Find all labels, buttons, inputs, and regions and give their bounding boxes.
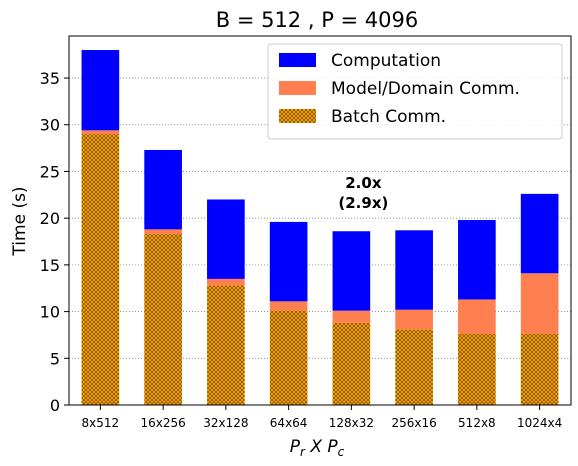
bar-batch-comm--64x64 bbox=[269, 310, 308, 405]
y-tick-label: 35 bbox=[40, 69, 60, 88]
bar-model-domain-comm--128x32 bbox=[332, 310, 371, 323]
bar-batch-comm--512x8 bbox=[458, 334, 496, 405]
legend-label: Batch Comm. bbox=[331, 107, 446, 127]
speedup-annotation: 2.0x (2.9x) bbox=[338, 174, 388, 212]
legend-swatch bbox=[279, 109, 316, 123]
y-tick-label: 20 bbox=[40, 209, 60, 228]
legend-label: Model/Domain Comm. bbox=[331, 79, 520, 99]
bar-computation-32x128 bbox=[207, 199, 245, 279]
bar-model-domain-comm--1024x4 bbox=[520, 273, 559, 335]
bar-computation-16x256 bbox=[144, 149, 182, 230]
bar-batch-comm--128x32 bbox=[332, 322, 371, 405]
x-tick-label: 1024x4 bbox=[517, 416, 562, 430]
bar-batch-comm--1024x4 bbox=[520, 334, 559, 405]
bar-batch-comm--32x128 bbox=[207, 285, 245, 405]
y-tick-label: 15 bbox=[40, 256, 60, 275]
x-axis-ticks: 8x512 16x256 32x128 64x64 128x32 256x16 512x8 1… bbox=[82, 405, 562, 430]
bars bbox=[81, 50, 559, 405]
bar-batch-comm--8x512 bbox=[81, 134, 120, 405]
bar-computation-256x16 bbox=[395, 230, 433, 310]
annotation-line: 2.0x bbox=[345, 174, 382, 192]
legend-swatch bbox=[279, 81, 316, 95]
y-tick-label: 0 bbox=[50, 396, 60, 415]
bar-computation-128x32 bbox=[332, 231, 371, 311]
bar-model-domain-comm--8x512 bbox=[81, 130, 120, 135]
x-tick-label: 128x32 bbox=[329, 416, 374, 430]
bar-model-domain-comm--16x256 bbox=[144, 229, 182, 235]
x-tick-label: 16x256 bbox=[140, 416, 185, 430]
y-tick-label: 25 bbox=[40, 162, 60, 181]
x-axis-label: Pr X Pc bbox=[290, 437, 345, 459]
bar-computation-64x64 bbox=[269, 221, 308, 302]
bar-model-domain-comm--256x16 bbox=[395, 309, 433, 330]
bar-batch-comm--16x256 bbox=[144, 234, 182, 405]
y-tick-label: 5 bbox=[50, 349, 60, 368]
bar-model-domain-comm--64x64 bbox=[269, 301, 308, 311]
legend-swatch bbox=[279, 53, 316, 67]
x-tick-label: 32x128 bbox=[203, 416, 248, 430]
bar-computation-1024x4 bbox=[520, 193, 559, 274]
y-tick-label: 10 bbox=[40, 303, 60, 322]
bar-batch-comm--256x16 bbox=[395, 329, 433, 405]
annotation-line: (2.9x) bbox=[338, 194, 388, 212]
legend-frame bbox=[267, 43, 563, 140]
legend-label: Computation bbox=[331, 51, 441, 71]
plot-frame bbox=[68, 35, 572, 406]
y-axis-ticks: 0 5 10 15 20 25 30 35 bbox=[40, 69, 69, 415]
y-axis-label: Time (s) bbox=[10, 186, 30, 256]
x-tick-label: 8x512 bbox=[82, 416, 120, 430]
chart-title: B = 512 , P = 4096 bbox=[216, 8, 419, 32]
bar-model-domain-comm--512x8 bbox=[458, 299, 496, 335]
legend: Computation Model/Domain Comm. Batch Comm. bbox=[267, 43, 563, 140]
x-tick-label: 256x16 bbox=[391, 416, 436, 430]
bar-model-domain-comm--32x128 bbox=[207, 278, 245, 286]
x-tick-label: 64x64 bbox=[270, 416, 308, 430]
bar-computation-8x512 bbox=[81, 50, 120, 131]
bar-computation-512x8 bbox=[458, 220, 496, 300]
y-tick-label: 30 bbox=[40, 116, 60, 135]
x-tick-label: 512x8 bbox=[458, 416, 496, 430]
